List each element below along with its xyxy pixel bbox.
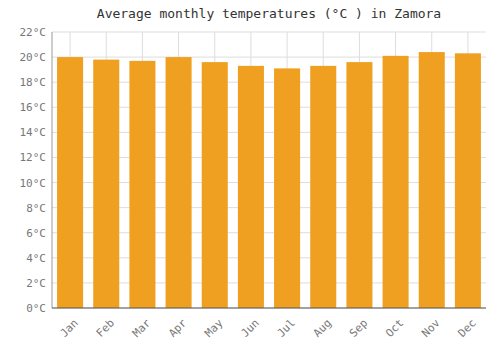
x-tick-label: Apr — [166, 316, 190, 340]
y-tick-label: 14°C — [20, 126, 47, 139]
x-tick-label: May — [202, 316, 226, 340]
y-tick-label: 12°C — [20, 151, 47, 164]
x-tick-label: Oct — [383, 317, 406, 340]
y-tick-label: 22°C — [20, 26, 47, 39]
bar — [310, 66, 336, 308]
axes: 0°C 2°C 4°C 6°C 8°C 10°C 12°C 14°C 16°C 18°C 20°C 2… — [20, 26, 479, 340]
x-tick-label: Jan — [58, 317, 81, 340]
bar — [166, 57, 192, 308]
x-tick-label: Jun — [238, 317, 261, 340]
grid — [52, 32, 486, 308]
chart-container: Average monthly temperatures (°C ) in Za… — [0, 0, 500, 350]
x-tick-label: Dec — [455, 317, 478, 340]
bar — [274, 68, 300, 308]
x-tick-label: Nov — [419, 316, 443, 340]
x-tick-label: Feb — [94, 317, 117, 340]
bar — [455, 53, 481, 308]
y-tick-label: 16°C — [20, 101, 47, 114]
bar — [383, 56, 409, 308]
bar — [238, 66, 264, 308]
y-grid-line — [52, 32, 486, 33]
y-tick-label: 8°C — [26, 202, 46, 215]
y-tick-label: 20°C — [20, 51, 47, 64]
y-tick-label: 2°C — [26, 277, 46, 290]
bar — [129, 61, 155, 308]
y-tick-label: 4°C — [26, 252, 46, 265]
chart-svg: Average monthly temperatures (°C ) in Za… — [0, 0, 500, 350]
x-axis-line — [52, 308, 486, 309]
bar — [202, 62, 228, 308]
title: Average monthly temperatures (°C ) in Za… — [97, 6, 441, 21]
y-axis-line — [52, 32, 53, 308]
x-tick-label: Mar — [130, 316, 154, 340]
bar — [346, 62, 372, 308]
bar — [419, 52, 445, 308]
y-tick-label: 18°C — [20, 76, 47, 89]
x-tick-label: Aug — [311, 317, 334, 340]
x-tick-label: Jul — [275, 317, 298, 340]
y-tick-label: 0°C — [26, 302, 46, 315]
y-tick-label: 6°C — [26, 227, 46, 240]
bar — [57, 57, 83, 308]
x-tick-label: Sep — [347, 317, 370, 340]
y-tick-label: 10°C — [20, 177, 47, 190]
bar — [93, 60, 119, 308]
bars — [57, 52, 481, 308]
y-grid-line — [52, 308, 486, 309]
